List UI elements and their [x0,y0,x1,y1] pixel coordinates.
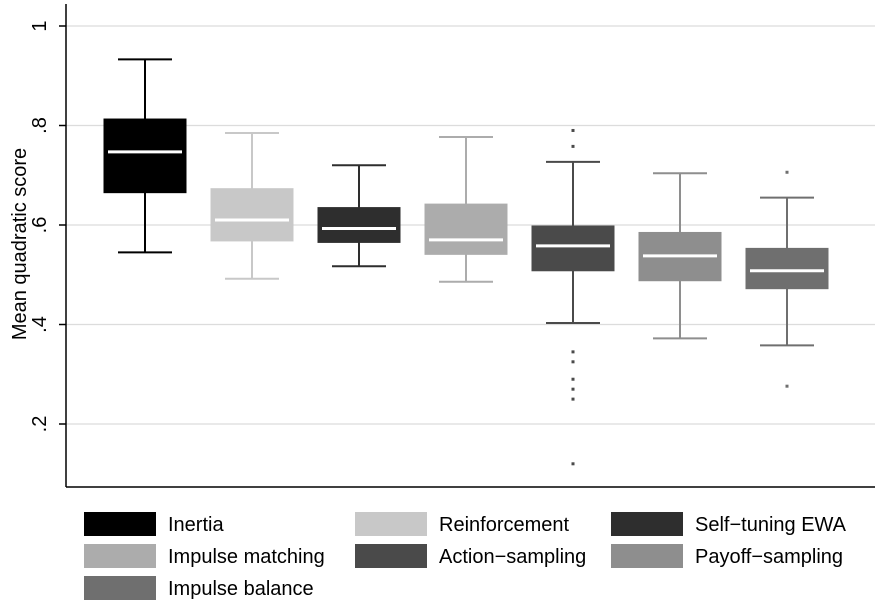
legend-swatch [84,512,156,536]
outlier-point [571,350,575,354]
y-tick-label: .8 [29,117,51,134]
outlier-point [785,170,789,174]
legend-label: Action−sampling [439,546,586,568]
legend-swatch [84,576,156,600]
y-ticks: .2 .4 .6 .8 1 [29,20,66,432]
legend-swatch [611,512,683,536]
y-tick-label: 1 [29,20,51,31]
legend-label: Reinforcement [439,514,570,536]
outlier-point [571,377,575,381]
outlier-point [571,462,575,466]
y-tick-label: .6 [29,217,51,234]
outlier-point [571,387,575,391]
legend-swatch [355,512,427,536]
y-tick-label: .4 [29,316,51,333]
box-iqr [317,207,401,243]
box-iqr [210,188,294,242]
y-axis-title: Mean quadratic score [9,148,31,340]
legend-swatch [355,544,427,568]
legend-label: Payoff−sampling [695,546,843,568]
outlier-point [571,144,575,148]
box-group [424,135,508,283]
legend: Inertia Reinforcement Self−tuning EWA Impul… [84,512,847,600]
outlier-point [571,360,575,364]
box-group [103,58,187,254]
box-group [531,128,615,466]
box-group [210,131,294,280]
legend-label: Impulse matching [168,546,325,568]
legend-label: Impulse balance [168,578,314,600]
y-tick-label: .2 [29,416,51,433]
box-iqr [531,225,615,272]
outlier-point [571,397,575,401]
box-iqr [745,247,829,290]
box-group [317,164,401,268]
box-iqr [103,118,187,194]
legend-swatch [84,544,156,568]
box-group [638,172,722,340]
legend-label: Inertia [168,514,224,536]
legend-swatch [611,544,683,568]
box-iqr [424,203,508,255]
box-layer [103,58,829,466]
outlier-point [785,384,789,388]
legend-label: Self−tuning EWA [695,514,847,536]
outlier-point [571,128,575,132]
axes [65,4,875,488]
box-group [745,170,829,388]
